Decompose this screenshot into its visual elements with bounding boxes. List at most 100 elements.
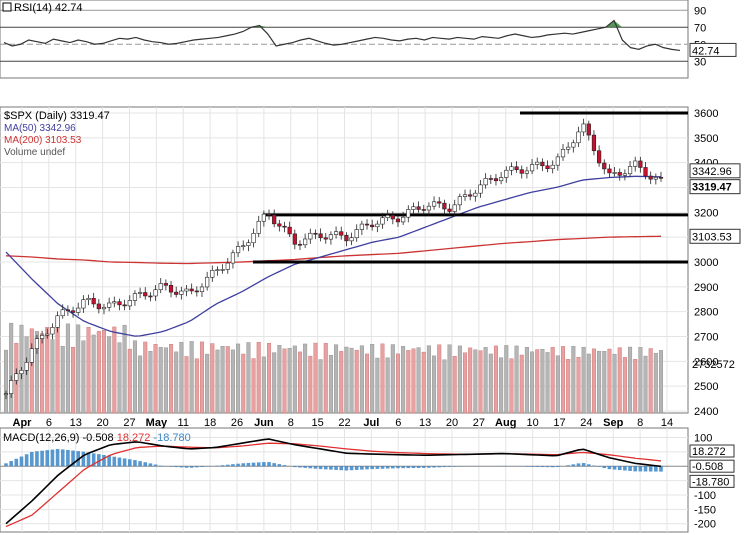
macd-histogram-bar [447,466,452,467]
candle-body [107,302,112,308]
candle-body [437,201,442,204]
macd-histogram-bar [262,462,266,467]
volume-bar [478,350,483,414]
macd-histogram-bar [318,466,323,470]
macd-histogram-bar [60,449,65,467]
price-tick: 2800 [694,307,718,319]
candle-body [602,162,607,170]
volume-bar [390,344,395,414]
candle-body [364,223,370,226]
date-label: Jul [363,417,379,429]
date-label: 17 [553,417,565,429]
candle-body [148,295,153,298]
macd-histogram-bar [550,466,555,468]
volume-bar [509,358,514,414]
macd-histogram-bar [416,466,421,468]
candle-body [174,291,179,295]
volume-bar [132,340,137,414]
volume-bar [76,324,81,414]
price-label: 3319.47 [692,182,732,194]
volume-bar [452,356,457,414]
macd-histogram-bar [220,465,225,467]
candle-body [14,373,19,381]
candle-body [421,209,426,211]
macd-histogram-bar [349,466,354,471]
volume-bar [432,355,437,414]
macd-histogram-bar [344,466,349,471]
candle-body [277,223,282,227]
macd-histogram-bar [102,455,106,467]
macd-value: -18.780 [692,476,729,488]
volume-bar [277,345,282,414]
volume-bar [607,348,612,414]
macd-histogram-bar [9,461,13,467]
date-label: 24 [580,417,592,429]
candle-body [34,338,40,349]
candle-body [272,214,277,225]
macd-histogram-bar [19,456,24,467]
price-label-box [689,179,741,195]
candle-body [457,196,462,206]
macd-histogram-bar [24,454,29,467]
candle-body [658,177,664,179]
candle-body [184,288,189,292]
volume-bar [184,356,189,414]
candle-body [101,306,107,310]
macd-histogram-bar [246,462,251,467]
macd-histogram-bar [112,456,117,467]
date-label: 6 [46,417,52,429]
price-tick: 3600 [694,108,718,120]
candle-body [591,134,597,152]
candle-body [535,161,540,165]
macd-histogram-bar [545,466,550,468]
macd-histogram-bar [385,466,390,469]
candle-body [246,242,251,246]
volume-bar [256,342,261,414]
volume-bar [297,351,302,414]
candle-body [617,172,622,176]
candle-body [385,215,390,219]
date-label: May [146,417,168,429]
macd-histogram-bar [612,466,617,470]
ma50-path [5,175,662,337]
candle-body [576,131,581,144]
candle-body [643,167,648,177]
macd-histogram-bar [127,459,132,467]
macd-histogram-bar [437,466,442,468]
volume-bar [303,343,308,414]
rsi-tick: 30 [694,56,706,68]
macd-histogram-bar [592,465,596,467]
macd-histogram-bar [628,466,632,471]
macd-histogram-bar [452,466,457,467]
volume-bar [189,341,194,414]
volume-bar [375,357,380,414]
macd-histogram-bar [411,466,416,469]
volume-bar [313,342,318,414]
candle-body [519,169,524,174]
candle-body [19,369,24,375]
candle-body [597,150,602,164]
volume-bar [344,346,349,414]
candle-body [153,289,158,297]
volume-bar [550,347,555,414]
candle-body [395,218,401,223]
macd-tick: 100 [694,432,712,444]
volume-bar [163,347,168,414]
candle-body [241,245,246,247]
volume-bar [3,349,8,414]
volume-bar [643,355,648,414]
macd-legend-hist_val: -18.780 [150,432,190,444]
volume-bar [561,346,566,414]
volume-bar [504,345,509,414]
macd-line [5,438,662,525]
volume-bar [395,353,400,414]
macd-histogram-bar [375,466,380,469]
macd-histogram-bar [40,450,44,467]
candle-body [560,148,566,158]
candle-body [96,303,101,310]
macd-histogram-bar [586,464,591,467]
macd-legend-signal_val: 18.272 [114,432,151,444]
volume-bar [9,322,14,414]
candle-body [235,246,241,254]
macd-histogram-bar [380,466,385,469]
